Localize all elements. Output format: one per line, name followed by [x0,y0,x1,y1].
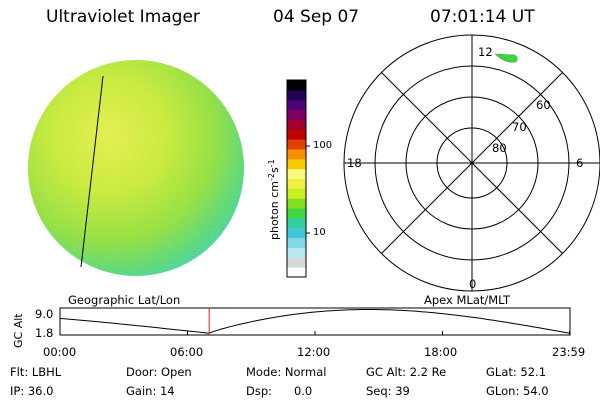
colorbar-band [287,217,306,229]
terminator-line [80,75,104,268]
uv-earth-image [28,60,244,276]
instrument-title: Ultraviolet Imager [46,7,200,27]
colorbar-band [287,188,306,199]
info-door: Door: Open [126,365,192,379]
timeline-xtick-2359: 23:59 [552,345,586,359]
mlat-label-60: 60 [536,98,551,112]
mlt-label-12: 12 [478,45,493,59]
mlt-label-0: 0 [469,277,477,291]
colorbar-band [287,109,306,120]
timeline-ytick-min: 1.8 [35,326,54,340]
mlat-label-80: 80 [492,141,507,155]
colorbar-band [287,119,306,130]
polar-mlt-plot [343,34,600,292]
observation-date: 04 Sep 07 [273,7,360,27]
colorbar-band [287,208,306,219]
colorbar-band [287,247,306,258]
mlt-label-6: 6 [576,156,584,170]
timeline-xtick-0000: 00:00 [43,345,77,359]
colorbar-band [287,267,306,278]
timeline-right-caption: Apex MLat/MLT [424,293,511,307]
timeline-left-caption: Geographic Lat/Lon [68,293,181,307]
colorbar [287,80,306,278]
altitude-timeline [59,307,571,336]
observation-time: 07:01:14 UT [430,7,535,27]
info-ip: IP: 36.0 [10,384,54,398]
mlt-label-18: 18 [347,156,362,170]
colorbar-tick-10: 10 [313,227,326,238]
colorbar-band [287,89,306,101]
colorbar-label: photon cm-2s-1 [267,159,281,240]
info-filter: Flt: LBHL [10,365,62,379]
colorbar-band [287,158,306,170]
info-seq: Seq: 39 [366,384,410,398]
colorbar-band [287,139,306,150]
colorbar-band [287,257,306,268]
altitude-curve [59,309,571,334]
mlat-label-70: 70 [512,120,527,134]
timeline-ylabel: GC Alt [12,313,25,348]
colorbar-band [287,227,306,239]
colorbar-frame [286,79,307,278]
colorbar-band [287,129,306,140]
aurora-patch [494,53,518,63]
timeline-xtick-0600: 06:00 [170,345,204,359]
colorbar-band [287,148,306,160]
colorbar-band [287,80,306,91]
timeline-xtick-1200: 12:00 [297,345,331,359]
timeline-ytick-max: 9.0 [35,307,54,321]
polar-diagonal [381,72,563,254]
info-mode: Mode: Normal [246,365,327,379]
colorbar-band [287,178,306,189]
timeline-xtick-1800: 18:00 [424,345,458,359]
info-gc-alt: GC Alt: 2.2 Re [366,365,447,379]
colorbar-band [287,99,306,111]
colorbar-band [287,237,306,248]
info-glat: GLat: 52.1 [486,365,547,379]
colorbar-tick-100: 100 [313,140,333,151]
info-glon: GLon: 54.0 [486,384,549,398]
info-gain: Gain: 14 [126,384,175,398]
info-dsp: Dsp: 0.0 [246,384,313,398]
colorbar-band [287,168,306,179]
colorbar-band [287,198,306,209]
